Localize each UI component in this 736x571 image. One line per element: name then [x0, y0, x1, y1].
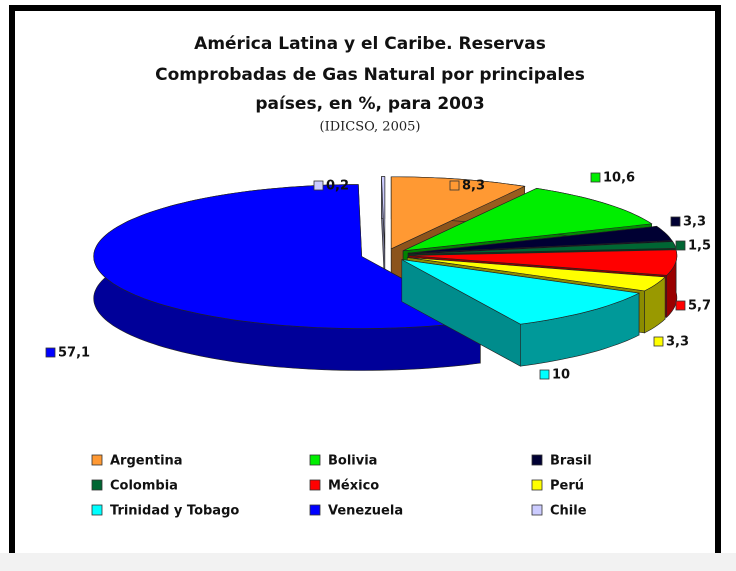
chart-title: América Latina y el Caribe. Reservas — [194, 34, 546, 54]
legend-key — [309, 504, 321, 516]
slice — [402, 187, 653, 252]
data-label-key — [670, 216, 681, 227]
legend-key — [91, 454, 103, 466]
legend-label: Trinidad y Tobago — [110, 504, 239, 519]
legend-key — [309, 454, 321, 466]
legend-label: Colombia — [110, 479, 178, 494]
slice — [381, 176, 386, 249]
frame — [9, 5, 721, 553]
data-label: 3,3 — [683, 215, 706, 230]
legend-label: Argentina — [110, 454, 183, 469]
data-label: 1,5 — [688, 239, 711, 254]
legend-label: Bolivia — [328, 454, 377, 469]
slice — [390, 176, 526, 250]
legend-label: Perú — [550, 479, 584, 494]
legend-label: Chile — [550, 504, 587, 519]
footer-band — [0, 553, 736, 571]
legend-key — [531, 479, 543, 491]
data-label-key — [653, 336, 664, 347]
slice — [408, 249, 678, 276]
data-label: 57,1 — [58, 346, 90, 361]
slice — [93, 184, 482, 329]
legend-key — [309, 479, 321, 491]
legend-key — [91, 504, 103, 516]
chart-title: Comprobadas de Gas Natural por principal… — [155, 65, 585, 85]
legend-key — [531, 454, 543, 466]
chart-subtitle: (IDICSO, 2005) — [320, 120, 421, 135]
data-label-key — [449, 180, 460, 191]
data-label-key — [45, 347, 56, 358]
data-label-key — [675, 240, 686, 251]
slice — [401, 259, 640, 325]
data-label-key — [590, 172, 601, 183]
data-label: 3,3 — [666, 335, 689, 350]
slice — [408, 225, 673, 254]
data-label: 10 — [552, 368, 570, 383]
legend-key — [91, 479, 103, 491]
data-label-key — [313, 180, 324, 191]
data-label-key — [539, 369, 550, 380]
data-label: 0,2 — [326, 179, 349, 194]
data-label: 8,3 — [462, 179, 485, 194]
data-label-key — [675, 300, 686, 311]
chart-title: países, en %, para 2003 — [255, 94, 484, 114]
legend-label: México — [328, 479, 379, 494]
legend-key — [531, 504, 543, 516]
data-label: 10,6 — [603, 171, 635, 186]
slice — [407, 257, 666, 292]
legend-label: Brasil — [550, 454, 592, 469]
legend-label: Venezuela — [328, 504, 403, 519]
data-label: 5,7 — [688, 299, 711, 314]
